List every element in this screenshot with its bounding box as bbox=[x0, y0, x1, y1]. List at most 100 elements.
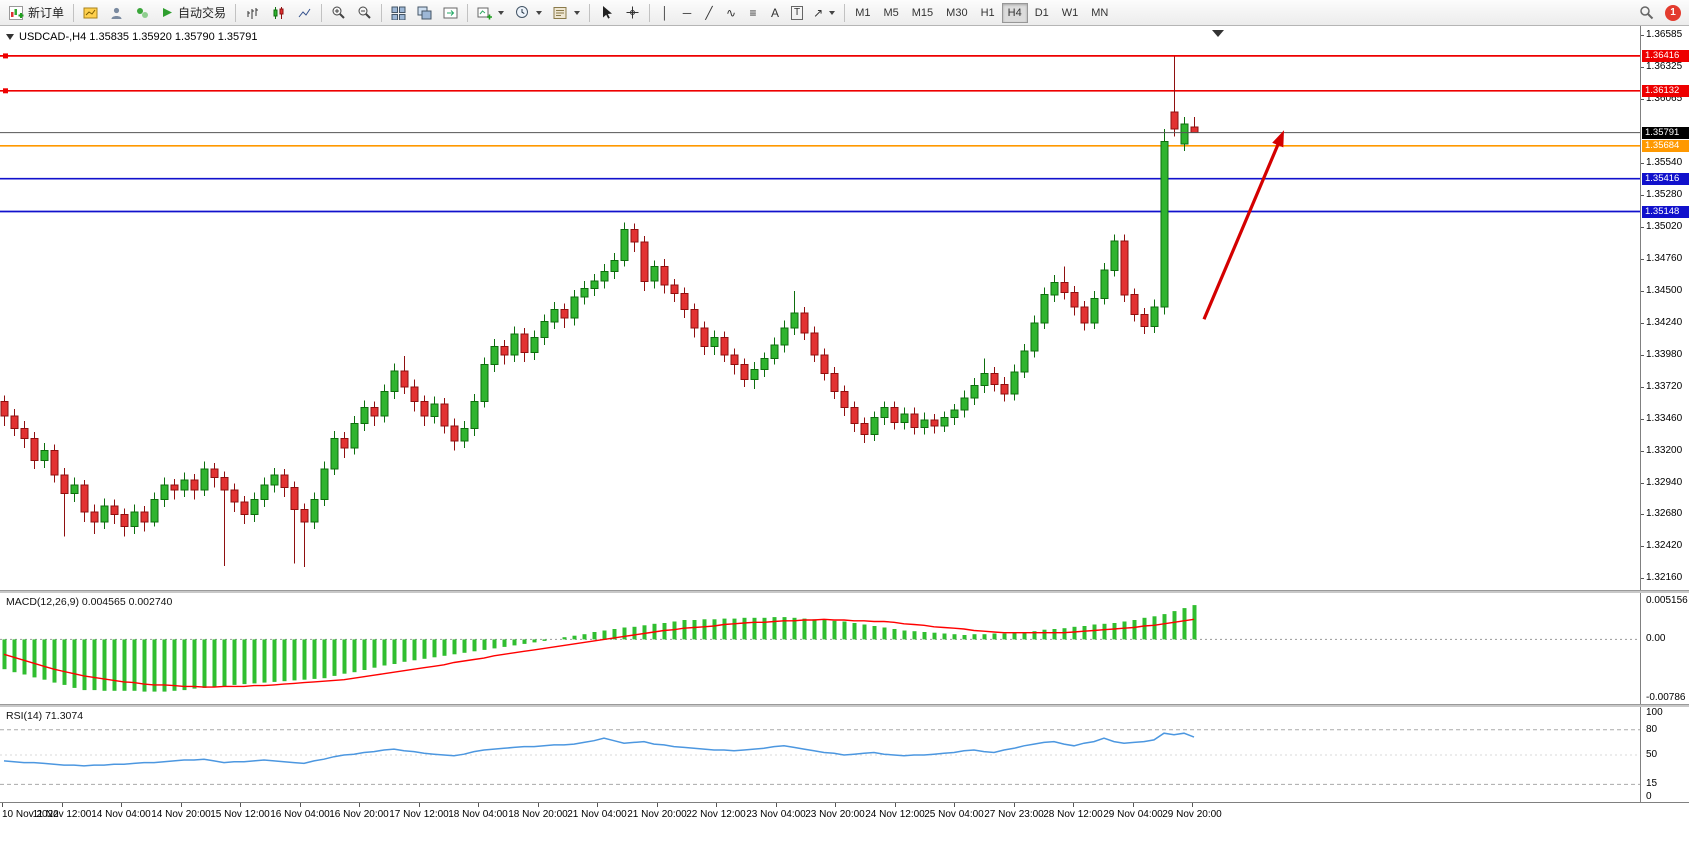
timeframe-m15-button[interactable]: M15 bbox=[906, 3, 939, 23]
trendline-tool[interactable]: ╱ bbox=[698, 2, 720, 24]
vertical-line-tool[interactable]: │ bbox=[654, 2, 676, 24]
chart-title-row: USDCAD-,H4 1.35835 1.35920 1.35790 1.357… bbox=[6, 31, 258, 43]
time-axis-label: 11 Nov 12:00 bbox=[32, 809, 92, 820]
price-tick-label: 1.33720 bbox=[1646, 381, 1683, 392]
cycle-lines-tool[interactable]: ∿ bbox=[720, 2, 742, 24]
price-tick-label: 1.36585 bbox=[1646, 29, 1683, 40]
price-tick-mark bbox=[1641, 99, 1644, 100]
timeframe-m5-button[interactable]: M5 bbox=[877, 3, 904, 23]
chart-shift-marker-icon[interactable] bbox=[1212, 30, 1224, 37]
line-anchor-handle[interactable] bbox=[3, 88, 8, 94]
text-label-tool-icon: T bbox=[791, 5, 804, 20]
crosshair-button[interactable] bbox=[620, 2, 645, 24]
charts-window-button[interactable] bbox=[78, 2, 103, 24]
time-tick-mark bbox=[121, 803, 122, 807]
chart-shift-button[interactable] bbox=[438, 2, 463, 24]
toolbar-separator bbox=[73, 3, 75, 22]
time-axis[interactable]: 10 Nov 2022 11 Nov 12:00 14 Nov 04:00 14 No… bbox=[0, 802, 1689, 862]
toolbar-separator bbox=[321, 3, 323, 22]
time-axis-label: 14 Nov 04:00 bbox=[91, 809, 151, 820]
macd-axis-label: 0.005156 bbox=[1646, 595, 1688, 606]
main-chart-pane[interactable]: USDCAD-,H4 1.35835 1.35920 1.35790 1.357… bbox=[0, 26, 1640, 590]
price-axis[interactable]: 1.36585 1.36325 1.36065 1.35540 1.35280 1.350… bbox=[1640, 26, 1689, 862]
price-tick-mark bbox=[1641, 355, 1644, 356]
line-anchor-handle[interactable] bbox=[3, 53, 8, 59]
profile-button[interactable] bbox=[104, 2, 129, 24]
timeframe-group: M1 M5 M15 M30 H1 H4 D1 W1 MN bbox=[849, 2, 1114, 23]
time-axis-label: 25 Nov 04:00 bbox=[924, 809, 984, 820]
price-line-label: 1.36416 bbox=[1642, 50, 1689, 62]
price-tick-mark bbox=[1641, 291, 1644, 292]
chart-window-icon bbox=[83, 7, 98, 18]
timeframe-w1-button[interactable]: W1 bbox=[1056, 3, 1085, 23]
time-axis-label: 22 Nov 12:00 bbox=[686, 809, 746, 820]
tile-windows-button[interactable] bbox=[386, 2, 411, 24]
macd-histogram bbox=[2, 605, 1197, 692]
text-label-tool[interactable]: T bbox=[786, 2, 808, 24]
price-tick-label: 1.33200 bbox=[1646, 445, 1683, 456]
rsi-axis-label: 80 bbox=[1646, 724, 1658, 735]
timeframe-d1-button[interactable]: D1 bbox=[1029, 3, 1055, 23]
dropdown-caret-icon bbox=[536, 10, 543, 15]
toolbar-separator bbox=[844, 3, 846, 22]
zoom-in-button[interactable] bbox=[326, 2, 351, 24]
arrows-tool[interactable]: ↗ bbox=[808, 2, 840, 24]
price-tick-label: 1.32420 bbox=[1646, 540, 1683, 551]
cursor-button[interactable] bbox=[594, 2, 619, 24]
autotrading-button[interactable]: 自动交易 bbox=[156, 2, 231, 24]
time-axis-label: 24 Nov 12:00 bbox=[865, 809, 925, 820]
macd-axis-label: 0.00 bbox=[1646, 633, 1666, 644]
macd-label: MACD(12,26,9) 0.004565 0.002740 bbox=[6, 596, 173, 608]
timeframe-h1-button[interactable]: H1 bbox=[975, 3, 1001, 23]
new-order-icon bbox=[9, 5, 24, 20]
candlestick-chart[interactable] bbox=[0, 26, 1640, 590]
bar-chart-button[interactable] bbox=[240, 2, 265, 24]
timeframe-m30-button[interactable]: M30 bbox=[940, 3, 973, 23]
new-chart-button[interactable] bbox=[472, 2, 509, 24]
templates-button[interactable] bbox=[548, 2, 585, 24]
one-click-trading-icon[interactable] bbox=[6, 34, 14, 40]
horizontal-line-tool[interactable]: ─ bbox=[676, 2, 698, 24]
zoom-out-button[interactable] bbox=[352, 2, 377, 24]
timeframe-m1-button[interactable]: M1 bbox=[849, 3, 876, 23]
cascade-windows-button[interactable] bbox=[412, 2, 437, 24]
toolbar-separator bbox=[467, 3, 469, 22]
notification-badge[interactable]: 1 bbox=[1665, 4, 1681, 21]
time-tick-mark bbox=[657, 803, 658, 807]
pane-separator[interactable] bbox=[0, 590, 1689, 593]
search-button[interactable] bbox=[1634, 2, 1659, 24]
tile-windows-icon bbox=[391, 6, 406, 20]
price-line-label: 1.35416 bbox=[1642, 173, 1689, 185]
autotrading-icon bbox=[163, 8, 173, 17]
time-tick-mark bbox=[62, 803, 63, 807]
price-tick-label: 1.36325 bbox=[1646, 61, 1683, 72]
time-tick-mark bbox=[359, 803, 360, 807]
text-tool[interactable]: A bbox=[764, 2, 786, 24]
price-tick-label: 1.35540 bbox=[1646, 157, 1683, 168]
rsi-chart bbox=[0, 729, 1640, 785]
text-tool-icon: A bbox=[771, 5, 780, 20]
trend-arrow-annotation[interactable] bbox=[1202, 140, 1281, 320]
line-chart-button[interactable] bbox=[292, 2, 317, 24]
timeframe-mn-button[interactable]: MN bbox=[1085, 3, 1114, 23]
current-price-label: 1.35791 bbox=[1642, 127, 1689, 139]
time-axis-label: 17 Nov 12:00 bbox=[389, 809, 449, 820]
chart-area: USDCAD-,H4 1.35835 1.35920 1.35790 1.357… bbox=[0, 26, 1689, 862]
new-order-button[interactable]: 新订单 bbox=[4, 2, 69, 24]
price-tick-label: 1.33460 bbox=[1646, 413, 1683, 424]
time-axis-label: 18 Nov 04:00 bbox=[448, 809, 508, 820]
period-menu-button[interactable] bbox=[510, 2, 547, 24]
time-axis-label: 14 Nov 20:00 bbox=[151, 809, 211, 820]
rsi-pane[interactable]: RSI(14) 71.3074 bbox=[0, 707, 1640, 802]
crosshair-icon bbox=[626, 6, 639, 19]
trendline-tool-icon: ╱ bbox=[705, 5, 713, 20]
fibonacci-retracement-tool[interactable]: ≡ bbox=[742, 2, 764, 24]
macd-pane[interactable]: MACD(12,26,9) 0.004565 0.002740 bbox=[0, 593, 1640, 704]
candlestick-chart-button[interactable] bbox=[266, 2, 291, 24]
timeframe-h4-button[interactable]: H4 bbox=[1001, 2, 1028, 23]
toolbar-separator bbox=[589, 3, 591, 22]
market-watch-button[interactable] bbox=[130, 2, 155, 24]
pane-separator[interactable] bbox=[0, 704, 1689, 707]
price-tick-label: 1.34760 bbox=[1646, 253, 1683, 264]
